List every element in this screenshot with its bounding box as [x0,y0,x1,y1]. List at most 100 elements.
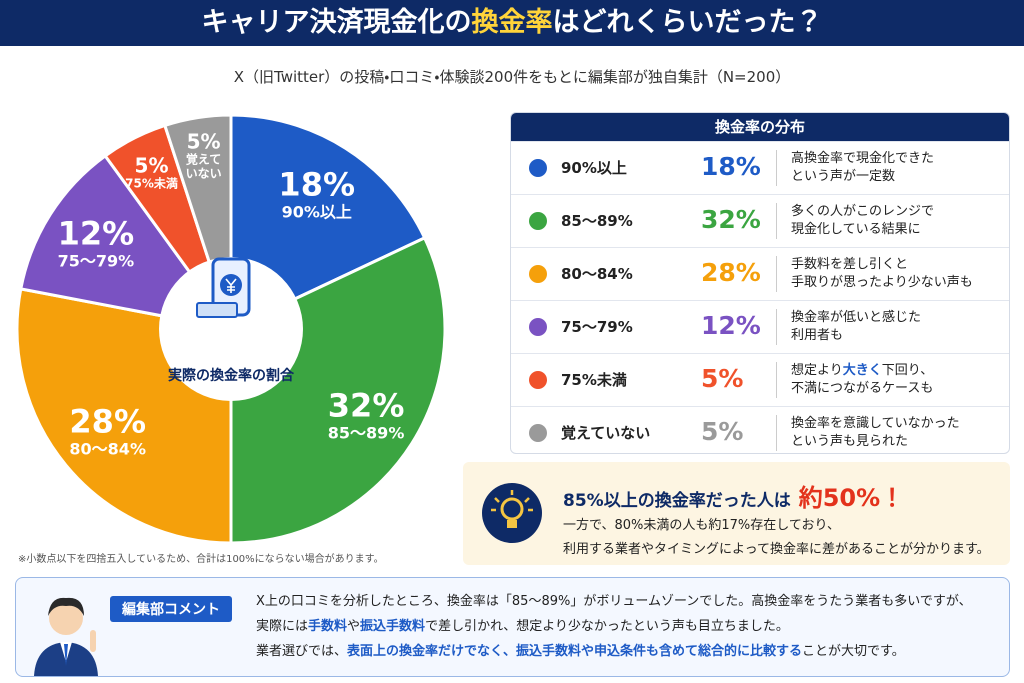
row-percent: 12% [701,311,761,340]
slice-category: 75～79% [57,251,135,271]
table-row: 覚えていない 5% 換金率を意識していなかった という声も見られた [511,406,1009,453]
row-category: 75～79% [561,318,633,336]
text-segment: 現金化している結果に [791,222,921,237]
text-segment: 手取りが思ったより少ない声も [791,275,973,290]
slice-value-label: 28% [69,402,146,441]
description-line: 換金率を意識していなかった [791,415,960,433]
legend-dot [529,424,547,442]
slice-category: 覚えていない [185,152,222,181]
highlight-headline: 85%以上の換金率だった人は 約50%！ [563,478,904,513]
highlight-text: 手数料 [308,619,348,634]
table-title: 換金率の分布 [511,113,1009,141]
pie-slice [229,113,427,332]
description-line: 現金化している結果に [791,221,934,239]
center-label: 実際の換金率の割合 [168,368,294,384]
text-segment: という声も見られた [791,434,909,449]
description-line: 換金率が低いと感じた [791,309,921,327]
text-segment: 業者選びでは、 [256,644,348,659]
legend-dot [529,212,547,230]
slice-value-label: 5% [186,129,221,154]
row-percent: 32% [701,205,761,234]
description-line: 利用者も [791,327,921,345]
divider [776,256,777,292]
highlight-text: 大きく [842,363,882,378]
divider [776,203,777,239]
text-segment: で差し引かれ、想定より少なかったという声も目立ちました。 [425,619,789,634]
description-line: 多くの人がこのレンジで [791,203,934,221]
highlight-text: 表面上の換金率だけでなく、振込手数料や申込条件も含めて総合的に比較する [347,644,803,659]
title-highlight: 換金率 [471,7,553,38]
text-segment: 不満につながるケースも [791,381,934,396]
slice-value-label: 5% [134,153,169,178]
comment-label: 編集部コメント [110,596,232,622]
title-text: はどれくらいだった？ [552,7,823,38]
text-segment: 実際には [256,619,309,634]
legend-dot [529,371,547,389]
description-line: 高換金率で現金化できた [791,150,934,168]
highlight-text: 振込手数料 [360,619,426,634]
comment-line: 実際には手数料や振込手数料で差し引かれ、想定より少なかったという声も目立ちました… [256,615,789,634]
row-description: 換金率を意識していなかった という声も見られた [791,415,960,451]
center-circle [159,257,303,401]
table-row: 85～89% 32% 多くの人がこのレンジで 現金化している結果に [511,194,1009,247]
table-row: 90%以上 18% 高換金率で現金化できた という声が一定数 [511,141,1009,194]
text-segment: 高換金率で現金化できた [791,151,935,166]
text-segment: 利用者も [791,328,844,343]
row-category: 80～84% [561,265,633,283]
pie-chart [15,113,447,545]
text-segment: 換金率が低いと感じた [791,310,922,325]
description-line: 想定より大きく下回り、 [791,362,933,380]
row-description: 多くの人がこのレンジで 現金化している結果に [791,203,934,239]
footnote: ※小数点以下を四捨五入しているため、合計は100%にならない場合があります。 [18,554,384,565]
text-segment: X上の口コミを分析したところ、換金率は「85～89%」がボリュームゾーンでした。… [256,594,972,609]
table-row: 80～84% 28% 手数料を差し引くと 手取りが思ったより少ない声も [511,247,1009,300]
row-description: 高換金率で現金化できた という声が一定数 [791,150,934,186]
row-category: 90%以上 [561,159,627,177]
description-line: という声も見られた [791,433,960,451]
slice-label: 12% 75～79% [57,214,135,271]
table-row: 75%未満 5% 想定より大きく下回り、 不満につながるケースも [511,353,1009,406]
header: キャリア決済現金化の換金率はどれくらいだった？ [0,0,1024,46]
slice-value-label: 32% [327,386,405,425]
row-description: 想定より大きく下回り、 不満につながるケースも [791,362,933,398]
divider [776,362,777,398]
slice-category: 80～84% [69,439,146,459]
coin-mark [225,278,237,293]
slice-label: 32% 85～89% [328,387,405,442]
slice-value-label: 12% [57,214,135,253]
phone-icon [196,257,251,318]
row-percent: 5% [701,364,744,393]
slice-category: 75%未満 [125,176,178,191]
highlight-line: 利用する業者やタイミングによって換金率に差があることが分かります。 [563,542,990,557]
bills [196,302,238,318]
slice-label: 5% 覚えていない [185,129,222,182]
comment-line: 業者選びでは、表面上の換金率だけでなく、振込手数料や申込条件も含めて総合的に比較… [256,640,905,659]
table-row: 75～79% 12% 換金率が低いと感じた 利用者も [511,300,1009,353]
slice-label: 28% 80～84% [69,403,146,458]
slice-label: 18% 90%以上 [278,166,355,221]
row-percent: 28% [701,258,761,287]
comment-box: 編集部コメント X上の口コミを分析したところ、換金率は「85～89%」がボリュー… [15,577,1010,677]
headline-emphasis: 約50%！ [798,484,905,512]
bulb-icon [482,483,542,543]
text-segment: という声が一定数 [791,169,896,184]
description-line: という声が一定数 [791,168,934,186]
slice-category: 90%以上 [281,202,352,222]
text-segment: 換金率を意識していなかった [791,416,960,431]
legend-dot [529,159,547,177]
description-line: 手取りが思ったより少ない声も [791,274,973,292]
row-category: 85～89% [561,212,633,230]
description-line: 手数料を差し引くと [791,256,973,274]
row-percent: 5% [701,417,744,446]
highlight-box: 85%以上の換金率だった人は 約50%！ 一方で、80%未満の人も約17%存在してお… [463,462,1010,565]
slice-value-label: 18% [278,165,356,204]
slice-label: 5% 75%未満 [125,153,178,192]
legend-dot [529,265,547,283]
row-category: 覚えていない [561,424,651,442]
text-segment: 想定より [791,363,843,378]
row-description: 手数料を差し引くと 手取りが思ったより少ない声も [791,256,973,292]
text-segment: ことが大切です。 [802,644,905,659]
row-category: 75%未満 [561,371,627,389]
legend-dot [529,318,547,336]
